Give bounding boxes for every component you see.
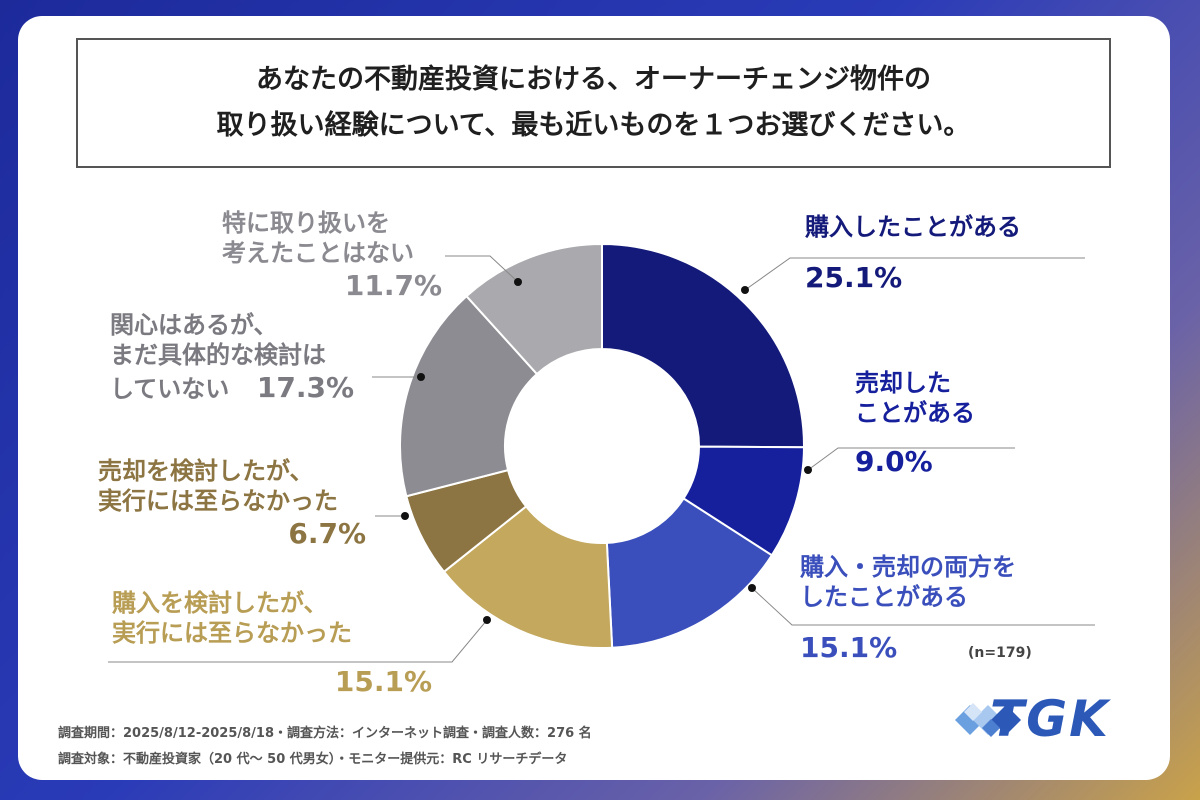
label-interested-text-2: まだ具体的な検討は bbox=[110, 341, 326, 369]
label-considered-sale-text-2: 実行には至らなかった bbox=[98, 487, 338, 515]
label-both-text-1: 購入・売却の両方を bbox=[800, 553, 1016, 581]
title-line-1: あなたの不動産投資における、オーナーチェンジ物件の bbox=[256, 64, 931, 95]
title-box: あなたの不動産投資における、オーナーチェンジ物件の 取り扱い経験について、最も近… bbox=[76, 38, 1111, 168]
label-interested-text-1: 関心はあるが、 bbox=[110, 311, 278, 339]
leader-dot-considered-purchase bbox=[483, 616, 491, 624]
leader-line-purchased bbox=[744, 257, 1085, 291]
slice-considered-purchase bbox=[442, 505, 614, 649]
leader-line-never-considered bbox=[445, 255, 519, 283]
slice-interested bbox=[399, 294, 539, 498]
tgk-logo-mark-icon bbox=[955, 703, 1021, 737]
label-sold-text-1: 売却した bbox=[855, 369, 951, 397]
label-both-text-2: したことがある bbox=[800, 583, 968, 611]
label-considered-purchase-value: 15.1% bbox=[334, 665, 432, 698]
label-never-considered-value: 11.7% bbox=[344, 269, 442, 302]
slice-purchased bbox=[601, 242, 805, 449]
label-never-considered-text-1: 特に取り扱いを bbox=[222, 209, 390, 237]
label-interested-value: 17.3% bbox=[256, 371, 354, 404]
slice-both bbox=[605, 497, 774, 649]
leader-dot-sold bbox=[804, 466, 812, 474]
leader-line-sold bbox=[807, 447, 1015, 471]
label-purchased-text: 購入したことがある bbox=[805, 213, 1021, 241]
label-never-considered-text-2: 考えたことはない bbox=[222, 239, 414, 267]
title-line-2: 取り扱い経験について、最も近いものを１つお選びください。 bbox=[216, 110, 971, 141]
label-both-value: 15.1% bbox=[800, 631, 898, 664]
leader-dot-interested bbox=[417, 373, 425, 381]
sample-size-note: (n=179) bbox=[968, 645, 1032, 661]
label-purchased-value: 25.1% bbox=[805, 261, 903, 294]
label-considered-sale-value: 6.7% bbox=[288, 517, 366, 550]
logo-text: TGK bbox=[990, 690, 1110, 748]
label-sold-text-2: ことがある bbox=[855, 399, 975, 427]
label-considered-purchase-text-1: 購入を検討したが、 bbox=[112, 589, 328, 617]
label-considered-sale-text-1: 売却を検討したが、 bbox=[98, 457, 314, 485]
label-considered-purchase: 購入を検討したが、 実行には至らなかった 15.1% bbox=[112, 588, 432, 700]
label-purchased: 購入したことがある 25.1% bbox=[805, 212, 1021, 296]
footer-line-2: 調査対象：不動産投資家（20 代〜 50 代男女）・モニター提供元：RC リサー… bbox=[58, 752, 568, 767]
slice-never-considered bbox=[465, 242, 603, 376]
label-considered-purchase-text-2: 実行には至らなかった bbox=[112, 619, 352, 647]
label-interested: 関心はあるが、 まだ具体的な検討は していない 17.3% bbox=[110, 310, 354, 406]
label-sold: 売却した ことがある 9.0% bbox=[855, 368, 975, 480]
leader-line-considered-purchase bbox=[108, 619, 488, 663]
leader-dot-never-considered bbox=[514, 278, 522, 286]
card: あなたの不動産投資における、オーナーチェンジ物件の 取り扱い経験について、最も近… bbox=[18, 16, 1170, 780]
leader-dot-both bbox=[748, 584, 756, 592]
label-never-considered: 特に取り扱いを 考えたことはない 11.7% bbox=[222, 208, 442, 304]
label-considered-sale: 売却を検討したが、 実行には至らなかった 6.7% bbox=[98, 456, 366, 552]
label-sold-value: 9.0% bbox=[855, 445, 933, 478]
footer-line-1: 調査期間：2025/8/12-2025/8/18・調査方法：インターネット調査・… bbox=[58, 726, 592, 741]
label-interested-text-3: していない bbox=[110, 375, 230, 403]
label-both: 購入・売却の両方を したことがある 15.1% bbox=[800, 552, 1016, 666]
leader-line-both bbox=[751, 587, 1095, 626]
leader-dot-purchased bbox=[741, 286, 749, 294]
leader-dot-considered-sale bbox=[401, 512, 409, 520]
